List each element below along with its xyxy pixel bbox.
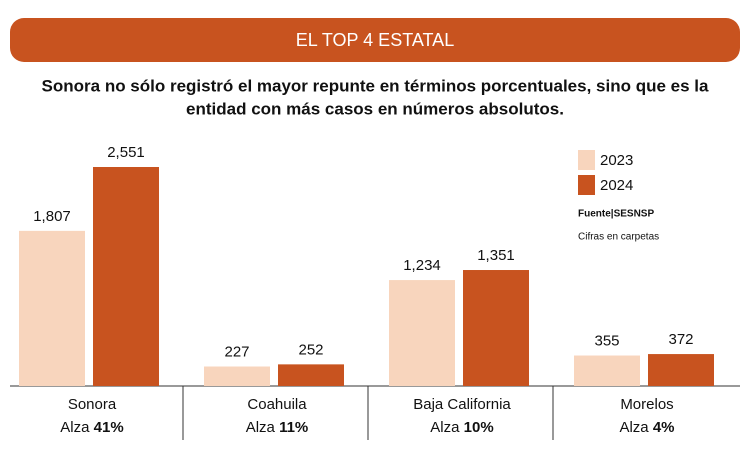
category-label: Baja California	[413, 396, 511, 413]
legend-swatch	[578, 150, 595, 170]
increase-label: Alza 41%	[60, 419, 123, 436]
increase-prefix: Alza	[246, 419, 276, 436]
chart-title: EL TOP 4 ESTATAL	[296, 30, 454, 50]
bar	[574, 355, 640, 386]
bar	[204, 366, 270, 386]
subtitle: entidad con más casos en números absolut…	[186, 99, 564, 118]
category-label: Morelos	[620, 396, 673, 413]
increase-label: Alza 4%	[619, 419, 674, 436]
increase-label: Alza 10%	[430, 419, 493, 436]
increase-value: 10%	[464, 419, 494, 436]
legend-label: 2023	[600, 152, 633, 169]
category-label: Coahuila	[247, 396, 307, 413]
subtitle: Sonora no sólo registró el mayor repunte…	[42, 76, 709, 95]
source: Fuente|SESNSP	[578, 209, 654, 220]
increase-prefix: Alza	[430, 419, 460, 436]
legend-label: 2024	[600, 177, 633, 194]
increase-value: 4%	[653, 419, 675, 436]
bar	[648, 354, 714, 386]
value-label: 355	[594, 332, 619, 349]
value-label: 1,351	[477, 247, 515, 264]
increase-value: 11%	[279, 419, 308, 436]
bar	[463, 270, 529, 386]
value-label: 252	[298, 341, 323, 358]
legend-swatch	[578, 175, 595, 195]
value-label: 227	[224, 343, 249, 360]
bar	[93, 167, 159, 386]
value-label: 1,234	[403, 257, 441, 274]
bar	[19, 230, 85, 386]
value-label: 1,807	[33, 208, 71, 225]
increase-value: 41%	[94, 419, 124, 436]
value-label: 372	[668, 331, 693, 348]
value-label: 2,551	[107, 144, 145, 161]
bar	[389, 280, 455, 386]
increase-prefix: Alza	[60, 419, 90, 436]
note: Cifras en carpetas	[578, 232, 659, 243]
increase-label: Alza 11%	[246, 419, 309, 436]
increase-prefix: Alza	[619, 419, 649, 436]
header-banner	[10, 18, 740, 62]
category-label: Sonora	[68, 396, 117, 413]
bar	[278, 364, 344, 386]
